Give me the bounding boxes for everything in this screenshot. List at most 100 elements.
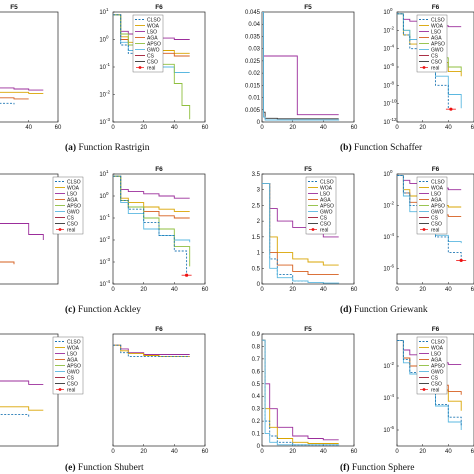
x-tick-label: 0 [111,287,115,293]
y-tick-label: 10 [383,10,390,16]
legend-label: GWO [431,209,444,215]
plot-title: F6 [432,166,440,173]
x-tick-label: 60 [55,125,62,131]
legend-label: AGA [431,35,442,41]
legend-label: WOA [67,345,80,351]
x-tick-label: 40 [445,449,452,455]
x-tick-label: 40 [171,287,178,293]
y-tick-label: 10 [99,216,106,222]
x-tick-label: 0 [111,449,115,455]
legend-label: CS [431,215,439,221]
legend-label: LSO [431,351,441,357]
caption-name: Function Sphere [350,463,415,473]
legend-label: LSO [147,29,157,35]
series-line-gwo [262,182,340,284]
plot-series-group [113,175,192,277]
x-tick-label: 20 [140,287,147,293]
legend-label: LSO [67,351,77,357]
plot-title: F5 [304,4,312,11]
y-tick-exponent: -2 [106,235,110,240]
y-tick-exponent: -3 [106,117,110,122]
y-tick-label: 3.5 [252,172,261,178]
legend-label: CLSO [147,17,161,23]
caption-letter: (a) [65,142,76,153]
legend-label: CSO [431,59,442,65]
x-tick-label: 0 [395,125,399,131]
plot-title: F6 [155,326,163,333]
plot-frame [396,333,474,447]
y-tick-label: 0 [257,444,261,450]
x-tick-label: 60 [471,125,474,131]
caption-letter: (d) [340,304,352,315]
legend-label: GWO [147,47,160,53]
y-tick-exponent: -2 [390,200,394,205]
legend-label: WOA [431,23,444,29]
plot-series-group [113,344,190,357]
y-tick-exponent: -2 [390,25,394,30]
series-line-clso [262,182,309,283]
y-tick-label: 0.5 [252,382,261,388]
legend-label: WOA [320,185,333,191]
y-tick-label: 0.04 [248,22,260,28]
plot-series-group [262,339,340,446]
legend-label: APSO [431,203,445,209]
x-tick-label: 40 [320,287,327,293]
legend-label: WOA [431,345,444,351]
x-tick-label: 40 [320,449,327,455]
y-tick-exponent: -6 [390,263,394,268]
caption-name: Function Griewank [352,305,428,315]
legend-label: real [67,387,75,393]
series-line-lso [0,380,44,385]
plot-series-group [0,87,44,105]
x-tick-label: 0 [395,449,399,455]
y-tick-exponent: 0 [390,7,393,12]
legend-label: CSO [147,59,158,65]
caption-name: Function Ackley [76,305,142,315]
plot-frame [112,173,206,285]
x-tick-label: 60 [351,125,358,131]
plot-c-F5 [0,173,59,285]
x-tick-label: 20 [419,449,426,455]
legend-label: CLSO [67,339,81,345]
plot-a-F5: F5 40 60 [0,4,62,131]
legend-label: CSO [67,221,78,227]
legend-label: LSO [431,29,441,35]
x-tick-label: 60 [471,449,474,455]
x-tick-label: 40 [445,125,452,131]
y-tick-label: 10 [99,194,106,200]
y-tick-label: 0.045 [245,10,261,16]
x-tick-label: 40 [25,125,32,131]
legend-label: CLSO [67,179,81,185]
series-line-gwo [262,12,340,121]
y-tick-label: 2.5 [252,203,261,209]
y-tick-label: 10 [383,28,390,34]
legend-label: CLSO [431,339,445,345]
y-tick-label: 0.035 [245,34,261,40]
series-line-lso [262,339,339,441]
x-tick-label: 0 [395,287,399,293]
legend-label: WOA [67,185,80,191]
y-tick-label: 0.01 [248,96,260,102]
y-tick-label: 3 [257,188,261,194]
caption-name: Function Rastrigin [76,143,150,153]
legend-label: APSO [431,41,445,47]
series-line-clso [262,339,339,446]
caption-letter: (c) [65,304,76,315]
plot-frame [261,173,355,285]
legend-label: WOA [431,185,444,191]
legend-label: LSO [431,191,441,197]
series-line-woa [0,406,44,411]
legend-label: CSO [431,221,442,227]
plot-f-F5: F5 0 20 40 60 0 0.1 0.2 0.3 0.4 0.5 0.6 0.7 0.8 0.9 [252,326,358,455]
x-tick-label: 20 [419,125,426,131]
y-tick-exponent: 0 [106,191,109,196]
y-tick-label: 0.9 [252,332,261,338]
x-tick-label: 0 [111,125,115,131]
legend-label: AGA [320,197,331,203]
plot-d-F5: F5 0 20 40 60 0 0.5 1 1.5 2 2.5 3 3.5 [252,166,358,293]
